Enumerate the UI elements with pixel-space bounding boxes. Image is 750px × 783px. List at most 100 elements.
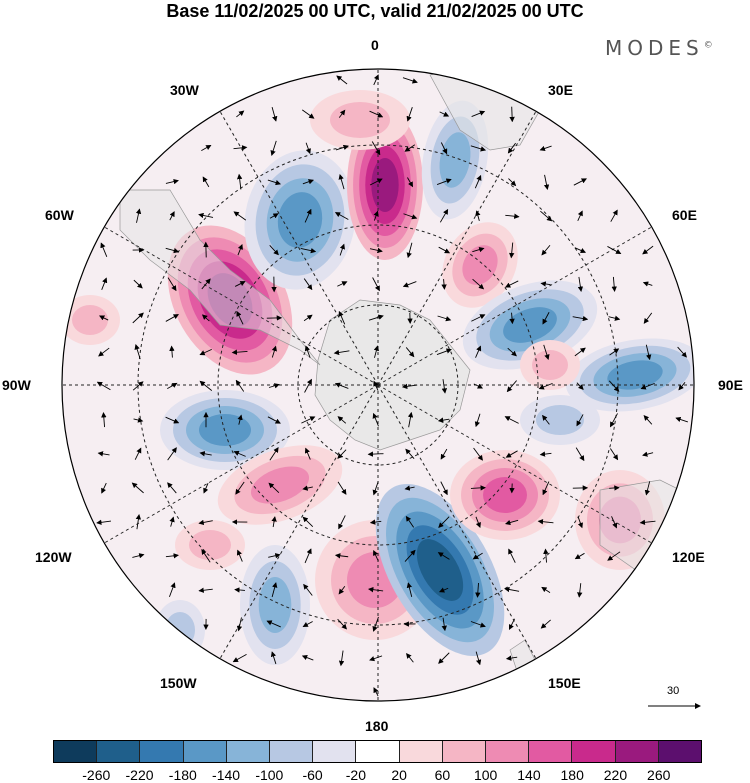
wind-arrow bbox=[201, 549, 211, 563]
wind-arrow bbox=[472, 247, 485, 253]
wind-arrow bbox=[642, 245, 654, 255]
colorbar-tick-label: -260 bbox=[82, 767, 111, 783]
map-boundary bbox=[61, 68, 695, 702]
wind-arrow bbox=[507, 347, 517, 357]
lon-label-120w: 120W bbox=[35, 549, 72, 565]
wind-arrow bbox=[572, 315, 589, 322]
reference-vector-label: 30 bbox=[667, 685, 680, 697]
wind-arrow bbox=[438, 246, 451, 254]
wind-arrow bbox=[539, 451, 552, 457]
meridian-line bbox=[104, 384, 379, 544]
wind-arrow bbox=[202, 176, 210, 188]
wind-arrow bbox=[508, 178, 517, 187]
wind-arrow bbox=[471, 314, 486, 322]
lon-label-60e: 60E bbox=[672, 207, 697, 223]
wind-arrow bbox=[402, 77, 418, 84]
wind-arrow bbox=[338, 174, 345, 190]
negative-anomaly bbox=[258, 577, 292, 633]
wind-arrow bbox=[509, 106, 515, 123]
wind-arrow bbox=[169, 582, 176, 598]
wind-arrow bbox=[339, 243, 345, 256]
wind-arrow bbox=[167, 382, 178, 390]
wind-arrow bbox=[235, 379, 245, 392]
modes-logo: MODES© bbox=[605, 36, 713, 60]
wind-arrow bbox=[540, 619, 551, 629]
colorbar-tick-label: 180 bbox=[560, 767, 584, 783]
wind-arrow bbox=[371, 141, 381, 156]
lon-label-120e: 120E bbox=[672, 549, 705, 565]
wind-arrow bbox=[402, 281, 417, 288]
wind-arrow bbox=[401, 383, 418, 390]
wind-arrow bbox=[96, 381, 111, 391]
wind-arrow bbox=[268, 553, 281, 559]
wind-arrow bbox=[237, 414, 243, 425]
meridian-line bbox=[377, 384, 652, 544]
colorbar-tick-label: 220 bbox=[603, 767, 628, 783]
wind-arrow bbox=[134, 447, 142, 460]
negative-anomaly bbox=[277, 192, 323, 248]
colorbar-ticks: -260 -220 -180 -140 -100 -60 -20 20 60 100 140 180 2… bbox=[53, 767, 702, 783]
wind-arrow bbox=[232, 653, 247, 663]
colorbar-tick-label: -180 bbox=[168, 767, 197, 783]
wind-arrow bbox=[236, 173, 243, 190]
wind-arrow bbox=[135, 208, 142, 223]
wind-arrow bbox=[303, 314, 313, 322]
wind-arrow bbox=[337, 416, 347, 424]
wind-arrow bbox=[304, 548, 312, 564]
wind-arrow bbox=[577, 276, 584, 292]
positive-anomaly bbox=[330, 102, 390, 138]
wind-arrow bbox=[334, 553, 349, 559]
wind-arrow bbox=[538, 382, 553, 390]
wind-arrow bbox=[436, 348, 452, 356]
meridian-line bbox=[377, 226, 652, 386]
wind-arrow bbox=[541, 244, 551, 256]
wind-arrow bbox=[337, 481, 347, 495]
wind-arrow bbox=[101, 277, 108, 290]
colorbar-swatch bbox=[183, 741, 227, 762]
wind-arrow bbox=[610, 413, 618, 428]
wind-arrow bbox=[437, 315, 452, 322]
wind-arrow bbox=[302, 621, 313, 627]
wind-arrow bbox=[167, 447, 177, 461]
wind-arrow bbox=[338, 310, 346, 325]
wind-arrow bbox=[303, 278, 313, 291]
wind-arrow bbox=[233, 211, 247, 221]
wind-arrow bbox=[302, 485, 313, 491]
wind-arrow bbox=[440, 142, 448, 155]
colorbar-tick-label: -100 bbox=[255, 767, 284, 783]
wind-arrow bbox=[610, 448, 619, 461]
wind-arrow bbox=[543, 344, 550, 360]
wind-arrow bbox=[132, 553, 145, 559]
wind-arrow bbox=[441, 279, 447, 290]
colorbar-swatch bbox=[529, 741, 573, 762]
wind-arrow bbox=[165, 553, 179, 559]
meridian-line bbox=[377, 384, 537, 659]
wind-arrow bbox=[302, 179, 314, 185]
wind-arrow bbox=[678, 382, 686, 391]
wind-arrow bbox=[167, 277, 177, 292]
wind-arrow bbox=[368, 586, 384, 593]
wind-arrow bbox=[337, 449, 347, 459]
wind-arrow bbox=[301, 416, 316, 424]
wind-arrow bbox=[167, 482, 177, 494]
wind-arrow bbox=[505, 519, 519, 526]
anomaly-field bbox=[62, 69, 694, 701]
wind-arrow bbox=[438, 516, 450, 529]
colorbar-swatch bbox=[486, 741, 530, 762]
wind-arrow bbox=[373, 687, 379, 697]
wind-arrow bbox=[475, 516, 481, 528]
wind-arrow bbox=[440, 481, 448, 496]
meridian-line bbox=[219, 111, 379, 386]
wind-arrow bbox=[642, 451, 654, 457]
colorbar-swatch bbox=[140, 741, 184, 762]
colorbar-swatch bbox=[226, 741, 271, 762]
lon-label-150w: 150W bbox=[160, 675, 197, 691]
wind-arrow bbox=[369, 247, 383, 253]
meridian-line bbox=[219, 384, 379, 659]
wind-arrow bbox=[199, 451, 212, 457]
wind-arrow bbox=[234, 281, 246, 287]
wind-arrow bbox=[404, 549, 416, 562]
wind-arrow bbox=[334, 212, 349, 220]
wind-arrow bbox=[233, 450, 246, 457]
wind-arrow bbox=[268, 383, 280, 389]
